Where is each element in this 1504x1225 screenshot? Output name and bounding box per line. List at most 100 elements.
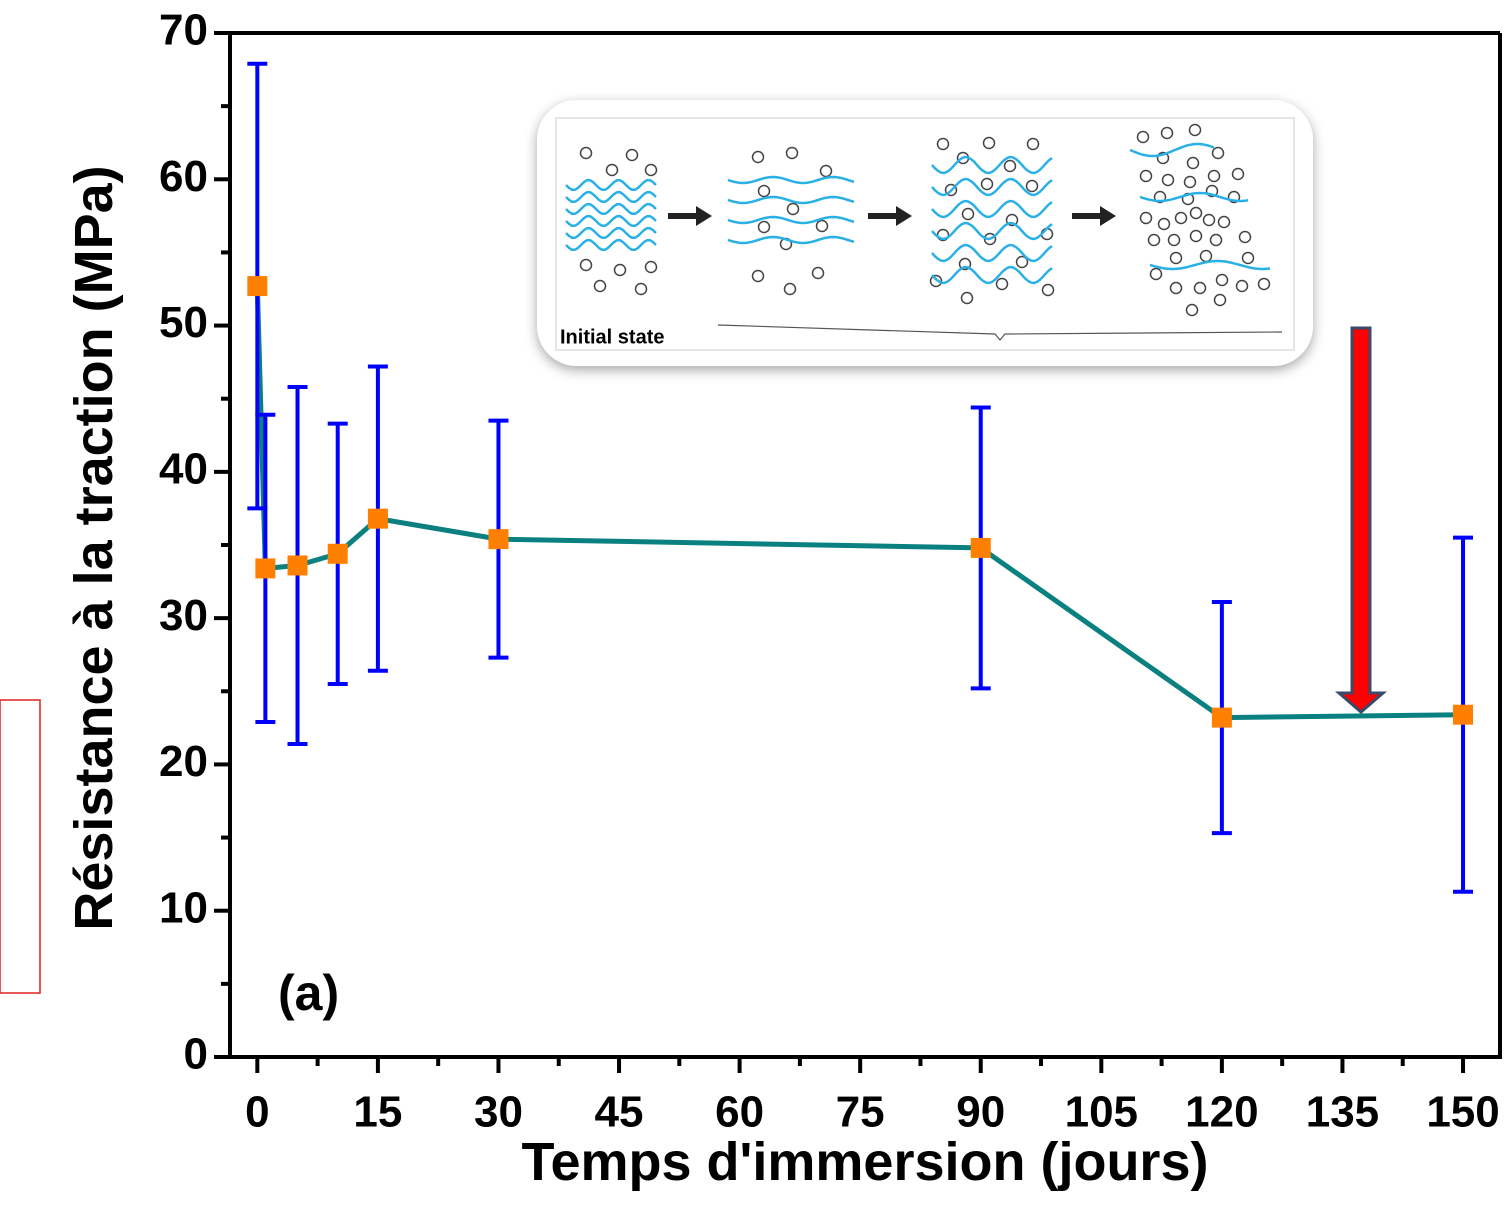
particle	[785, 146, 799, 160]
fiber	[1139, 191, 1249, 203]
x-tick-label: 15	[353, 1088, 402, 1137]
particle	[751, 269, 765, 283]
x-tick-label: 90	[956, 1088, 1005, 1137]
particle	[1193, 281, 1207, 295]
fiber	[1149, 259, 1271, 271]
particle	[1185, 303, 1199, 317]
particle	[1169, 281, 1183, 295]
particle	[1174, 211, 1188, 225]
particle	[1235, 279, 1249, 293]
particle	[1188, 123, 1202, 137]
particle	[1217, 215, 1231, 229]
x-tick-label: 75	[836, 1088, 885, 1137]
particle	[1199, 249, 1213, 263]
particle	[1211, 146, 1225, 160]
y-axis-label: Résistance à la traction (MPa)	[64, 165, 124, 930]
particle	[980, 177, 994, 191]
y-tick-label: 70	[159, 6, 208, 55]
particle	[786, 202, 800, 216]
particle	[1189, 206, 1203, 220]
particle	[1207, 169, 1221, 183]
particle	[1147, 233, 1161, 247]
particle	[811, 266, 825, 280]
fiber	[565, 214, 657, 228]
particle	[593, 279, 607, 293]
process-arrow	[1072, 206, 1116, 226]
y-tick-label: 30	[159, 591, 208, 640]
process-arrow	[668, 206, 712, 226]
y-tick-label: 10	[159, 883, 208, 932]
particle	[1139, 211, 1153, 225]
x-tick-label: 150	[1426, 1088, 1499, 1137]
particle	[1015, 255, 1029, 269]
marker	[255, 558, 276, 579]
y-tick-label: 0	[184, 1030, 208, 1079]
inset-border	[555, 117, 1295, 351]
particle	[1241, 251, 1255, 265]
x-tick-label: 135	[1306, 1088, 1379, 1137]
fiber	[931, 155, 1053, 175]
particle	[995, 277, 1009, 291]
particle	[960, 291, 974, 305]
particle	[1202, 213, 1216, 227]
marker	[488, 529, 509, 550]
particle	[1183, 175, 1197, 189]
particle	[634, 282, 648, 296]
particle	[1189, 229, 1203, 243]
fiber	[931, 177, 1053, 197]
fiber	[727, 215, 855, 225]
fiber	[565, 238, 657, 252]
x-tick-label: 105	[1065, 1088, 1138, 1137]
fiber	[565, 226, 657, 240]
particle	[1213, 293, 1227, 307]
fiber	[931, 265, 1053, 285]
particle	[1160, 126, 1174, 140]
particle	[1167, 233, 1181, 247]
fiber	[931, 199, 1053, 219]
panel-label: (a)	[278, 965, 339, 1021]
marker	[327, 543, 348, 564]
particle	[783, 282, 797, 296]
x-tick-label: 120	[1185, 1088, 1258, 1137]
particle	[982, 136, 996, 150]
particle	[1003, 159, 1017, 173]
marker	[287, 555, 308, 576]
fiber	[565, 190, 657, 204]
outline-box	[0, 699, 41, 994]
fiber	[931, 221, 1053, 241]
particle	[1215, 273, 1229, 287]
particle	[644, 163, 658, 177]
particle	[1161, 173, 1175, 187]
y-tick-label: 60	[159, 152, 208, 201]
y-tick-label: 20	[159, 737, 208, 786]
particle	[579, 146, 593, 160]
fiber	[565, 178, 657, 192]
particle	[1157, 217, 1171, 231]
fiber	[727, 195, 855, 205]
x-tick-label: 45	[595, 1088, 644, 1137]
marker	[1211, 707, 1232, 728]
brace	[717, 324, 1283, 341]
particle	[819, 164, 833, 178]
particle	[1041, 283, 1055, 297]
x-tick-label: 0	[245, 1088, 269, 1137]
particle	[1136, 130, 1150, 144]
inset-frame	[537, 100, 1313, 366]
x-tick-label: 30	[474, 1088, 523, 1137]
particle	[1209, 233, 1223, 247]
marker	[970, 537, 991, 558]
x-axis-label: Temps d'immersion (jours)	[522, 1132, 1209, 1192]
particle	[815, 219, 829, 233]
particle	[1238, 230, 1252, 244]
fiber	[727, 235, 855, 245]
particle	[644, 260, 658, 274]
particle	[936, 137, 950, 151]
particle	[605, 163, 619, 177]
process-arrow	[868, 206, 912, 226]
particle	[757, 184, 771, 198]
fiber	[1129, 142, 1215, 158]
particle	[751, 150, 765, 164]
inset-diagram: Initial state	[537, 100, 1313, 366]
particle	[1231, 167, 1245, 181]
